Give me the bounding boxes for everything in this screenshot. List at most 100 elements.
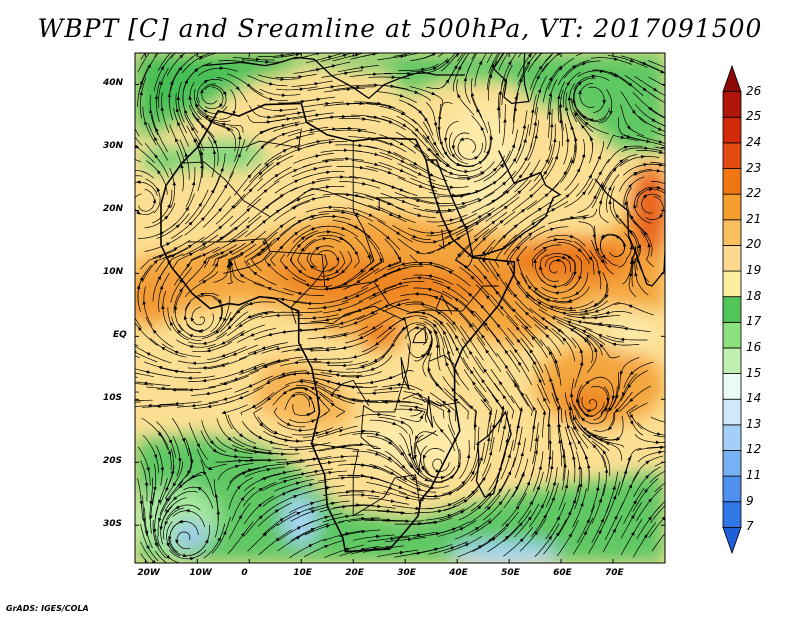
streamline — [302, 426, 344, 438]
streamline — [572, 517, 594, 555]
streamline — [336, 383, 378, 388]
streamline — [467, 204, 504, 228]
streamline — [570, 123, 577, 165]
streamline-arrow — [239, 273, 245, 278]
streamline-arrow — [648, 106, 654, 111]
streamline — [142, 254, 172, 283]
streamline — [482, 246, 499, 281]
streamline — [409, 477, 449, 489]
streamline-arrow — [417, 172, 423, 176]
streamline — [429, 521, 470, 536]
streamline — [224, 386, 264, 404]
streamline — [608, 372, 619, 412]
streamline-arrow — [567, 510, 572, 516]
streamline-arrow — [660, 445, 665, 450]
streamline — [262, 216, 296, 243]
streamline-arrow — [417, 262, 422, 267]
streamline — [582, 433, 606, 468]
streamline — [518, 110, 528, 152]
lon-label: 20E — [345, 568, 364, 578]
streamline — [632, 455, 664, 482]
streamline — [212, 153, 226, 193]
streamline — [184, 437, 193, 477]
streamline — [447, 424, 460, 464]
streamline-arrow — [158, 255, 164, 259]
streamline — [324, 314, 365, 327]
streamline — [503, 526, 534, 557]
streamline — [224, 404, 248, 430]
streamline — [574, 415, 608, 438]
streamline-arrow — [417, 213, 422, 217]
streamline — [619, 156, 660, 167]
streamline — [275, 133, 315, 148]
streamline — [257, 416, 293, 438]
colorbar-swatch — [722, 398, 742, 426]
streamline — [377, 91, 417, 104]
streamline — [257, 74, 299, 80]
streamline-arrow — [176, 95, 181, 100]
streamline — [229, 198, 262, 227]
streamline-arrow — [600, 518, 604, 523]
streamline-arrow — [443, 137, 448, 143]
streamline-arrow — [139, 501, 144, 506]
streamline-arrow — [175, 107, 180, 113]
streamline-arrow — [152, 329, 157, 334]
streamline — [173, 277, 193, 314]
country-border — [187, 238, 499, 313]
streamline — [553, 286, 590, 302]
streamline-arrow — [605, 294, 609, 299]
streamline — [349, 73, 392, 77]
streamline — [441, 53, 466, 88]
streamline — [545, 256, 571, 272]
streamline-arrow — [469, 405, 474, 410]
streamline-arrow — [313, 167, 318, 171]
streamline — [247, 523, 279, 552]
streamline-arrow — [164, 520, 169, 526]
streamline — [207, 118, 244, 133]
streamline-arrow — [340, 175, 345, 179]
colorbar-label: 19 — [746, 263, 762, 278]
streamline-arrow — [519, 77, 523, 83]
streamline — [389, 315, 428, 329]
streamline — [313, 369, 355, 373]
streamline-arrow — [572, 455, 576, 460]
streamline — [358, 285, 398, 303]
streamline — [336, 103, 378, 106]
streamline-arrow — [574, 136, 578, 142]
streamline-arrow — [667, 118, 671, 121]
streamline — [577, 107, 610, 121]
streamline-arrow — [260, 145, 265, 150]
streamline-arrow — [238, 395, 243, 400]
streamline-arrow — [139, 276, 144, 281]
streamline — [290, 506, 330, 522]
lon-label: 60E — [553, 568, 572, 578]
streamline — [263, 115, 305, 123]
streamline-arrow — [516, 257, 520, 262]
streamline — [289, 538, 327, 559]
streamline-arrow — [274, 173, 279, 178]
streamline-arrow — [525, 294, 530, 299]
streamline-arrow — [517, 190, 522, 195]
streamline-arrow — [629, 414, 634, 419]
streamline-arrow — [557, 422, 562, 428]
streamline — [636, 163, 665, 168]
streamline-arrow — [441, 400, 447, 405]
streamline — [438, 101, 453, 136]
streamline-arrow — [177, 121, 181, 126]
streamline-arrow — [399, 550, 405, 555]
streamline — [329, 287, 369, 303]
streamline-arrow — [265, 380, 271, 384]
streamline — [512, 81, 522, 123]
streamline — [432, 281, 469, 303]
streamline-arrow — [328, 55, 333, 59]
streamline-arrow — [550, 123, 554, 128]
streamline-arrow — [629, 229, 633, 234]
map-title: WBPT [C] and Sreamline at 500hPa, VT: 20… — [37, 14, 763, 43]
streamline — [166, 521, 181, 557]
streamline — [290, 179, 331, 192]
streamline — [416, 324, 433, 356]
streamline — [568, 323, 606, 345]
streamline-arrow — [518, 174, 523, 179]
streamline-arrow — [578, 90, 582, 95]
streamline-arrow — [314, 82, 319, 86]
